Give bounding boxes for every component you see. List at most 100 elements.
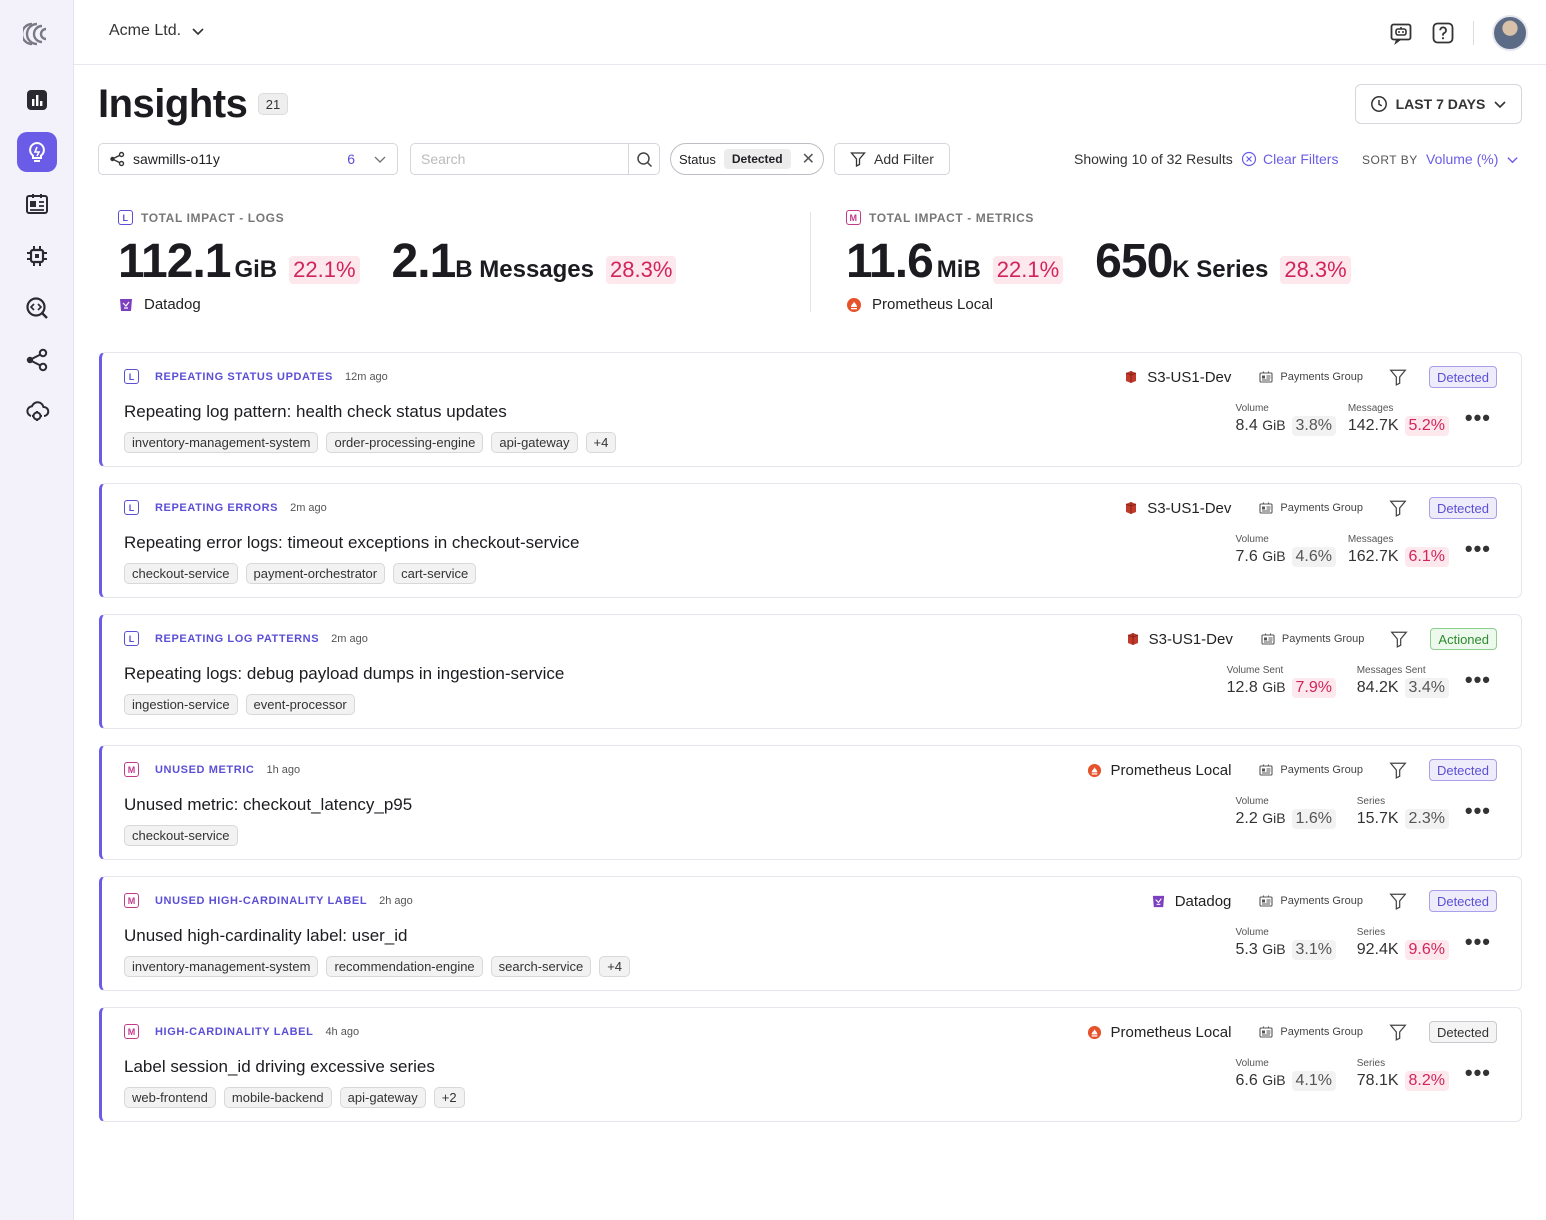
s3-icon: [1124, 501, 1138, 515]
more-options-icon[interactable]: •••: [1464, 667, 1491, 692]
nav-processors-icon[interactable]: [17, 236, 57, 276]
service-tag[interactable]: inventory-management-system: [124, 432, 319, 453]
more-options-icon[interactable]: •••: [1464, 405, 1491, 430]
service-tag[interactable]: +2: [433, 1087, 465, 1108]
prometheus-icon: [847, 297, 861, 312]
insight-card[interactable]: M UNUSED HIGH-CARDINALITY LABEL 2h ago U…: [99, 876, 1522, 991]
metric-1-value: 2.2: [1235, 810, 1258, 827]
chevron-down-icon: [192, 28, 204, 36]
insight-type-label: REPEATING STATUS UPDATES: [155, 370, 333, 383]
metrics-source: Prometheus Local: [846, 296, 993, 313]
close-icon[interactable]: ✕: [801, 151, 815, 168]
service-tag[interactable]: event-processor: [245, 694, 355, 715]
service-tag[interactable]: checkout-service: [124, 563, 238, 584]
search-input[interactable]: [411, 144, 628, 174]
assistant-bot-icon[interactable]: [1389, 21, 1413, 45]
service-tag[interactable]: recommendation-engine: [326, 956, 483, 977]
status-filter-chip[interactable]: Status Detected ✕: [670, 143, 824, 175]
status-badge: Actioned: [1430, 628, 1497, 650]
time-range-button[interactable]: LAST 7 DAYS: [1355, 84, 1522, 124]
avatar[interactable]: [1492, 15, 1528, 51]
service-tag[interactable]: +4: [599, 956, 631, 977]
filter-icon[interactable]: [1389, 1023, 1407, 1041]
more-options-icon[interactable]: •••: [1464, 536, 1491, 561]
more-options-icon[interactable]: •••: [1464, 1060, 1491, 1085]
filter-icon[interactable]: [1389, 499, 1407, 517]
metric-1-pct: 3.1%: [1291, 940, 1336, 960]
service-tag[interactable]: cart-service: [393, 563, 477, 584]
service-tag[interactable]: search-service: [490, 956, 592, 977]
service-tag[interactable]: web-frontend: [124, 1087, 216, 1108]
logs-type-icon: L: [118, 210, 133, 225]
insight-card[interactable]: M UNUSED METRIC 1h ago Unused metric: ch…: [99, 745, 1522, 860]
prometheus-icon: [1087, 763, 1102, 778]
insight-time: 2m ago: [331, 632, 368, 645]
insight-metric-2: Messages Sent 84.2K 3.4%: [1357, 665, 1449, 698]
filter-icon[interactable]: [1389, 892, 1407, 910]
insight-title[interactable]: Repeating log pattern: health check stat…: [124, 402, 507, 421]
nav-dashboard-icon[interactable]: [17, 80, 57, 120]
search-button[interactable]: [628, 144, 659, 174]
nav-pipelines-icon[interactable]: [17, 340, 57, 380]
metric-1-value: 5.3: [1235, 941, 1258, 958]
service-tag[interactable]: mobile-backend: [223, 1087, 332, 1108]
filter-icon[interactable]: [1390, 630, 1409, 648]
insight-metric-1: Volume 8.4 GiB 3.8%: [1235, 403, 1336, 436]
service-tag[interactable]: ingestion-service: [124, 694, 238, 715]
org-switcher[interactable]: Acme Ltd.: [109, 22, 205, 40]
insight-source-name: Datadog: [1174, 892, 1232, 910]
clear-filters-button[interactable]: Clear Filters: [1241, 151, 1338, 167]
status-badge: Detected: [1428, 366, 1497, 388]
service-tag[interactable]: inventory-management-system: [124, 956, 319, 977]
status-filter-value: Detected: [723, 149, 791, 169]
service-tag[interactable]: +4: [585, 432, 617, 453]
clock-icon: [1370, 96, 1387, 112]
datadog-icon: [120, 298, 132, 311]
pipeline-scope-select[interactable]: sawmills-o11y 6: [98, 143, 398, 175]
insight-title[interactable]: Repeating logs: debug payload dumps in i…: [124, 664, 565, 683]
service-tag[interactable]: api-gateway: [491, 432, 578, 453]
status-badge: Detected: [1428, 890, 1497, 912]
service-tag[interactable]: order-processing-engine: [326, 432, 484, 453]
service-tag[interactable]: checkout-service: [124, 825, 238, 846]
insight-title[interactable]: Unused metric: checkout_latency_p95: [124, 795, 413, 814]
metric-1-label: Volume Sent: [1226, 665, 1284, 676]
add-filter-button[interactable]: Add Filter: [834, 143, 950, 175]
app-logo-icon[interactable]: [20, 20, 51, 48]
filter-icon[interactable]: [1389, 368, 1407, 386]
sort-select[interactable]: Volume (%): [1426, 151, 1519, 167]
service-tag[interactable]: payment-orchestrator: [245, 563, 386, 584]
status-badge: Detected: [1428, 1021, 1497, 1043]
insight-card[interactable]: L REPEATING STATUS UPDATES 12m ago Repea…: [99, 352, 1522, 467]
insight-source: Datadog: [1151, 892, 1232, 910]
insight-title[interactable]: Label session_id driving excessive serie…: [124, 1057, 435, 1076]
insight-source: Prometheus Local: [1087, 1024, 1231, 1041]
help-icon[interactable]: [1431, 21, 1455, 45]
logs-summary: L TOTAL IMPACT - LOGS 112.1 GiB 22.1% 2.…: [118, 210, 677, 313]
sort-value: Volume (%): [1426, 151, 1499, 167]
service-tag[interactable]: api-gateway: [339, 1087, 426, 1108]
chevron-down-icon: [1494, 101, 1506, 109]
metric-2-value: 15.7K: [1356, 810, 1399, 827]
insight-card[interactable]: L REPEATING LOG PATTERNS 2m ago Repeatin…: [99, 614, 1522, 729]
insight-title[interactable]: Unused high-cardinality label: user_id: [124, 926, 408, 945]
nav-insights-icon[interactable]: [17, 132, 57, 172]
clear-filters-label: Clear Filters: [1263, 151, 1339, 167]
filter-icon[interactable]: [1389, 761, 1407, 779]
nav-settings-icon[interactable]: [17, 392, 57, 432]
insight-time: 12m ago: [344, 370, 388, 383]
nav-sources-icon[interactable]: [17, 184, 57, 224]
insight-group-name: Payments Group: [1280, 895, 1363, 907]
insight-card[interactable]: M HIGH-CARDINALITY LABEL 4h ago Label se…: [99, 1007, 1522, 1122]
insight-card[interactable]: L REPEATING ERRORS 2m ago Repeating erro…: [99, 483, 1522, 598]
metric-2-label: Messages Sent: [1356, 665, 1426, 676]
group-icon: [1259, 894, 1273, 908]
insight-title[interactable]: Repeating error logs: timeout exceptions…: [124, 533, 580, 552]
metrics-series-unit: K Series: [1172, 256, 1269, 283]
more-options-icon[interactable]: •••: [1464, 929, 1491, 954]
nav-explorer-icon[interactable]: [17, 288, 57, 328]
insight-type-icon: M: [124, 1024, 139, 1039]
more-options-icon[interactable]: •••: [1464, 798, 1491, 823]
insight-group: Payments Group: [1261, 632, 1364, 646]
insight-group: Payments Group: [1259, 763, 1363, 777]
